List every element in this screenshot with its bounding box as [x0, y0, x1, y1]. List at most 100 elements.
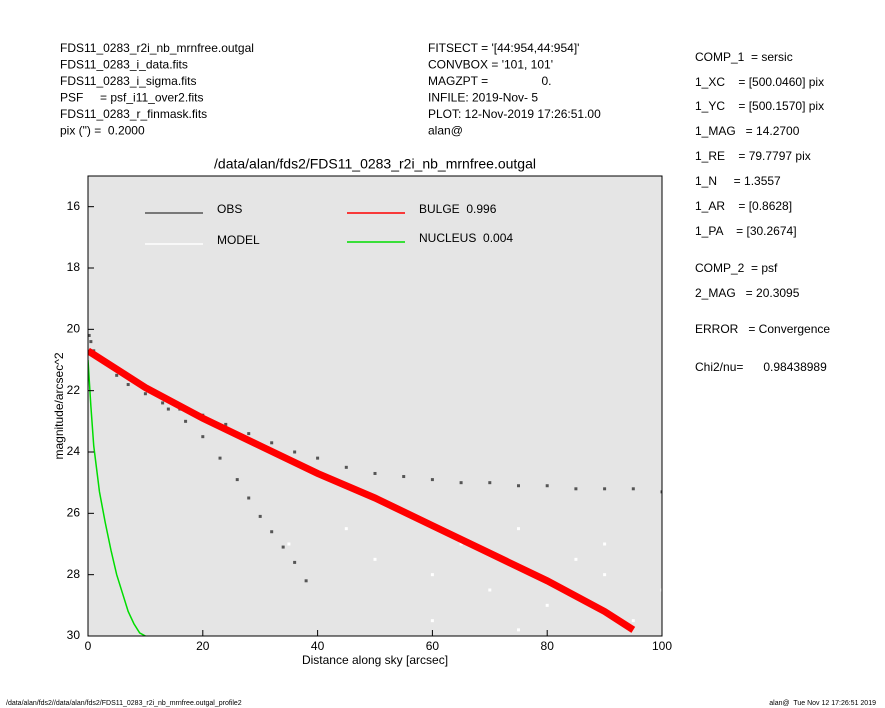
data-point	[488, 481, 492, 485]
data-point	[660, 588, 662, 592]
data-point	[287, 542, 291, 546]
data-point	[631, 619, 635, 623]
data-point	[258, 514, 262, 518]
header-right-line: 1_RE = 79.7797 pix	[695, 149, 811, 163]
data-point	[574, 487, 578, 491]
data-point	[660, 490, 662, 494]
y-tick-label: 18	[67, 260, 81, 274]
data-point	[126, 383, 130, 387]
data-point	[631, 487, 635, 491]
header-middle-line: INFILE: 2019-Nov- 5	[428, 91, 538, 105]
header-right-line: Chi2/nu= 0.98438989	[695, 360, 827, 374]
header-right-line: 1_PA = [30.2674]	[695, 224, 797, 238]
legend-label: NUCLEUS 0.004	[419, 231, 513, 245]
header-right-line: 1_YC = [500.1570] pix	[695, 99, 824, 113]
data-point	[281, 545, 285, 549]
x-tick-label: 100	[652, 639, 672, 653]
data-point	[115, 373, 119, 377]
header-left-line: FDS11_0283_r_finmask.fits	[60, 107, 207, 121]
header-right-line: 1_AR = [0.8628]	[695, 199, 792, 213]
data-point	[316, 456, 320, 460]
data-point	[143, 392, 147, 396]
x-tick-label: 60	[426, 639, 440, 653]
data-point	[270, 530, 274, 534]
data-point	[293, 560, 297, 564]
header-middle-line: FITSECT = '[44:954,44:954]'	[428, 41, 579, 55]
data-point	[603, 542, 607, 546]
header-right-line: COMP_2 = psf	[695, 261, 778, 275]
data-point	[545, 603, 549, 607]
header-right-line: 2_MAG = 20.3095	[695, 286, 800, 300]
data-point	[430, 573, 434, 577]
x-tick-label: 20	[196, 639, 210, 653]
data-point	[161, 401, 165, 405]
header-left-line: FDS11_0283_r2i_nb_mrnfree.outgal	[60, 41, 254, 55]
header-left-line: FDS11_0283_i_sigma.fits	[60, 74, 197, 88]
data-point	[430, 478, 434, 482]
data-point	[224, 422, 228, 426]
data-point	[89, 340, 93, 344]
data-point	[184, 419, 188, 423]
header-middle-line: CONVBOX = '101, 101'	[428, 58, 553, 72]
legend-label: BULGE 0.996	[419, 202, 497, 216]
header-right-line: COMP_1 = sersic	[695, 50, 793, 64]
header-right-line: ERROR = Convergence	[695, 322, 830, 336]
y-tick-label: 16	[67, 199, 81, 213]
y-tick-label: 22	[67, 383, 81, 397]
header-left-line: FDS11_0283_i_data.fits	[60, 58, 188, 72]
data-point	[459, 542, 463, 546]
x-tick-label: 40	[311, 639, 325, 653]
header-middle-line: MAGZPT = 0.	[428, 74, 551, 88]
footer-right: alan@ Tue Nov 12 17:26:51 2019	[769, 700, 876, 707]
data-point	[430, 619, 434, 623]
data-point	[488, 588, 492, 592]
legend-label: MODEL	[217, 233, 260, 247]
x-tick-label: 80	[541, 639, 555, 653]
data-point	[603, 487, 607, 491]
data-point	[247, 496, 251, 500]
data-line	[88, 359, 146, 636]
y-tick-label: 30	[67, 628, 81, 642]
data-line	[88, 347, 636, 633]
header-left-line: pix (") = 0.2000	[60, 124, 145, 138]
legend-label: OBS	[217, 202, 242, 216]
y-tick-label: 26	[67, 506, 81, 520]
data-point	[88, 333, 91, 337]
y-tick-label: 28	[67, 567, 81, 581]
data-point	[344, 465, 348, 469]
data-point	[166, 407, 170, 411]
header-middle-line: alan@	[428, 124, 463, 138]
data-point	[201, 435, 205, 439]
data-point	[270, 441, 274, 445]
data-point	[247, 432, 251, 436]
y-tick-label: 24	[67, 444, 81, 458]
data-point	[373, 557, 377, 561]
y-axis-label: magnitude/arcsec^2	[52, 352, 66, 459]
x-axis-label: Distance along sky [arcsec]	[302, 653, 448, 667]
chart-title: /data/alan/fds2/FDS11_0283_r2i_nb_mrnfre…	[214, 156, 536, 172]
data-point	[402, 475, 406, 479]
header-right-line: 1_XC = [500.0460] pix	[695, 75, 824, 89]
x-tick-label: 0	[85, 639, 92, 653]
header-right-line: 1_MAG = 14.2700	[695, 124, 800, 138]
data-point	[235, 478, 239, 482]
data-point	[459, 481, 463, 485]
data-point	[517, 628, 520, 632]
data-point	[603, 573, 607, 577]
data-point	[218, 456, 222, 460]
data-point	[517, 484, 520, 488]
data-point	[545, 484, 549, 488]
data-point	[304, 579, 308, 583]
plot-marks	[88, 333, 662, 636]
data-point	[293, 450, 297, 454]
footer-left: /data/alan/fds2//data/alan/fds2/FDS11_02…	[6, 700, 242, 707]
plot-frame	[87, 175, 663, 637]
header-right-line: 1_N = 1.3557	[695, 174, 781, 188]
data-point	[574, 557, 578, 561]
y-tick-label: 20	[67, 322, 81, 336]
data-point	[517, 527, 520, 531]
data-point	[344, 527, 348, 531]
header-middle-line: PLOT: 12-Nov-2019 17:26:51.00	[428, 107, 601, 121]
header-left-line: PSF = psf_i11_over2.fits	[60, 91, 204, 105]
